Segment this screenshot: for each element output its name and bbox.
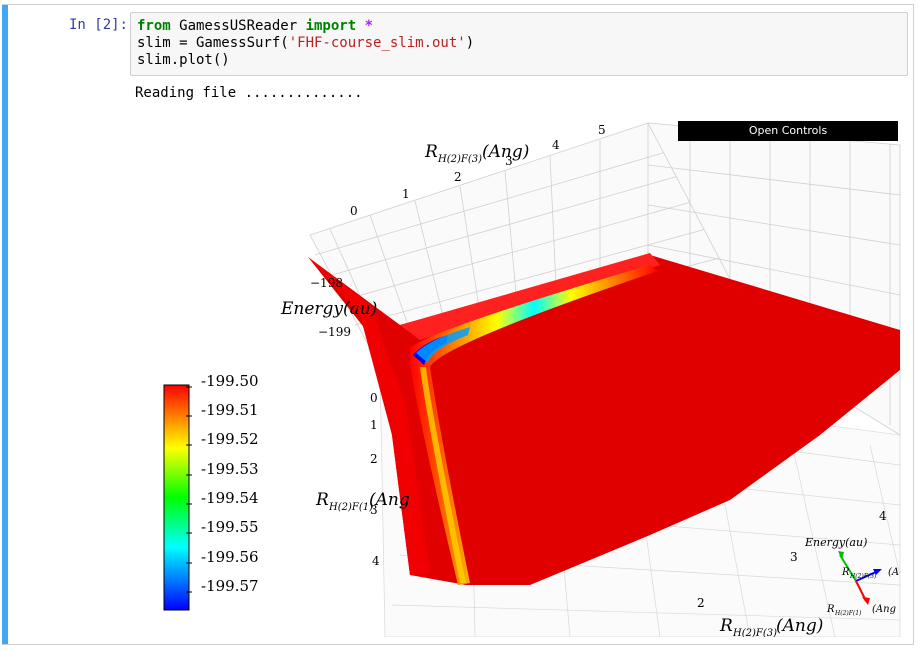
- tick-label: 4: [879, 509, 887, 523]
- tick-label: −198: [310, 276, 343, 290]
- code-string: 'FHF-course_slim.out': [288, 35, 466, 51]
- y-axis-label-top: R H(2)F(3) (Ang): [424, 142, 529, 165]
- keyword-from: from: [137, 18, 171, 34]
- input-prompt: In [2]:: [68, 17, 128, 33]
- svg-text:R: R: [841, 567, 850, 578]
- tick-label: −199: [318, 325, 351, 339]
- colorbar-label: -199.56: [201, 548, 259, 566]
- cell-selection-bar: [2, 5, 8, 644]
- svg-text:R: R: [719, 616, 733, 636]
- tick-label: 2: [454, 170, 462, 184]
- tick-label: 2: [370, 452, 378, 466]
- tick-label: 4: [372, 554, 380, 568]
- colorbar-label: -199.57: [201, 577, 259, 595]
- code-editor[interactable]: from GamessUSReader import * slim = Game…: [130, 12, 908, 76]
- x-axis-label-left: R H(2)F(1) (Ang: [315, 490, 410, 513]
- orientation-triad: Energy(au) R H(2)F(3) (A R H(2)F(1) (Ang: [804, 536, 899, 617]
- tick-label: 0: [370, 391, 378, 405]
- tick-label: 4: [552, 138, 560, 152]
- tick-label: 3: [790, 550, 798, 564]
- svg-text:(Ang): (Ang): [776, 616, 823, 636]
- svg-text:H(2)F(3): H(2)F(3): [437, 154, 482, 165]
- colorbar-label: -199.51: [201, 401, 259, 419]
- colorbar: -199.50 -199.51 -199.52 -199.53 -199.54 …: [163, 372, 259, 611]
- code-line-1: from GamessUSReader import *: [137, 18, 901, 35]
- notebook-cell[interactable]: In [2]: from GamessUSReader import * sli…: [2, 4, 914, 645]
- energy-surface: [308, 253, 900, 585]
- svg-text:R: R: [826, 604, 835, 615]
- svg-text:H(2)F(1): H(2)F(1): [328, 502, 373, 513]
- surface-plot-3d[interactable]: 0 1 2 3 4 5 R H(2)F(3) (Ang) −198 −199 E…: [130, 105, 910, 639]
- open-controls-button[interactable]: Open Controls: [678, 121, 898, 141]
- code-line-2: slim = GamessSurf('FHF-course_slim.out'): [137, 35, 901, 52]
- code-assign: slim = GamessSurf(: [137, 35, 289, 51]
- z-axis-label: Energy(au): [280, 299, 377, 319]
- svg-text:(A: (A: [888, 567, 899, 578]
- svg-text:R: R: [315, 490, 329, 510]
- tick-label: 3: [505, 154, 513, 168]
- svg-text:H(2)F(1): H(2)F(1): [834, 610, 862, 617]
- colorbar-label: -199.53: [201, 460, 259, 478]
- svg-text:(Ang: (Ang: [872, 604, 896, 615]
- bottom-axis-ticks: 2 3 4: [697, 509, 887, 610]
- colorbar-label: -199.52: [201, 430, 259, 448]
- code-line-3: slim.plot(): [137, 52, 230, 68]
- colorbar-label: -199.50: [201, 372, 259, 390]
- import-star: *: [356, 18, 374, 34]
- colorbar-label: -199.54: [201, 489, 259, 507]
- keyword-import: import: [305, 18, 357, 34]
- tick-label: 2: [697, 596, 705, 610]
- z-axis: −198 −199 Energy(au): [280, 276, 377, 339]
- stdout-output: Reading file ..............: [135, 85, 363, 101]
- svg-text:(Ang: (Ang: [369, 490, 410, 510]
- svg-text:H(2)F(3): H(2)F(3): [732, 628, 777, 637]
- x-axis-ticks-left: 0 1 2 3 4: [370, 391, 380, 568]
- tick-label: 0: [350, 204, 358, 218]
- colorbar-label: -199.55: [201, 518, 259, 536]
- tick-label: 3: [370, 503, 378, 517]
- plot-output[interactable]: 0 1 2 3 4 5 R H(2)F(3) (Ang) −198 −199 E…: [130, 105, 910, 639]
- tick-label: 1: [402, 187, 410, 201]
- tick-label: 1: [370, 418, 378, 432]
- code-close-paren: ): [465, 35, 475, 51]
- svg-text:Energy(au): Energy(au): [804, 536, 867, 549]
- y-axis-ticks-top: 0 1 2 3 4 5: [350, 123, 606, 218]
- bottom-axis-label: R H(2)F(3) (Ang): [719, 616, 823, 639]
- tick-label: 5: [598, 123, 606, 137]
- svg-text:(Ang): (Ang): [482, 142, 529, 162]
- colorbar-scale: [163, 384, 190, 611]
- module-name: GamessUSReader: [170, 18, 306, 34]
- svg-text:H(2)F(3): H(2)F(3): [849, 573, 877, 580]
- svg-text:R: R: [424, 142, 438, 162]
